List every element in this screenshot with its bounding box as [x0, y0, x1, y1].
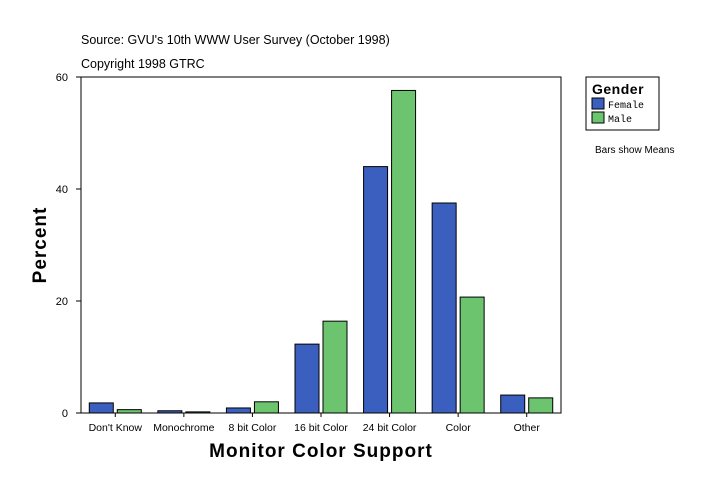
y-tick-label: 40 [56, 184, 68, 196]
bar-male-1 [185, 411, 211, 414]
y-axis-title: Percent [30, 207, 51, 284]
x-tick-label: 16 bit Color [294, 422, 348, 434]
y-tick-label: 0 [62, 408, 68, 420]
x-tick-label: Other [514, 422, 541, 434]
bar-female-1 [157, 410, 183, 414]
bar-male-4 [391, 89, 417, 414]
y-axis: 0 20 40 60 [56, 72, 81, 420]
y-tick-label: 20 [56, 296, 68, 308]
x-axis-title: Monitor Color Support [209, 441, 433, 462]
x-tick-label: Monochrome [153, 422, 214, 434]
legend-swatch-male [591, 111, 605, 124]
bar-female-3 [294, 343, 320, 414]
copyright-line: Copyright 1998 GTRC [81, 57, 205, 71]
bar-male-2 [253, 401, 279, 414]
x-tick-label: Color [446, 422, 472, 434]
note-text: Bars show Means [595, 145, 674, 156]
legend: Gender Female Male [585, 76, 660, 131]
legend-label-male: Male [608, 114, 632, 126]
bar-female-4 [363, 166, 389, 414]
source-line: Source: GVU's 10th WWW User Survey (Octo… [81, 33, 390, 47]
legend-title: Gender [592, 81, 644, 97]
bar-female-2 [225, 407, 251, 414]
bar-male-6 [528, 397, 554, 414]
bar-male-0 [116, 409, 142, 414]
legend-label-female: Female [608, 100, 644, 112]
plot-area [80, 76, 562, 414]
x-tick-label: Don't Know [89, 422, 143, 434]
x-axis: Don't Know Monochrome 8 bit Color 16 bit Co… [89, 413, 541, 434]
bar-male-5 [459, 296, 485, 414]
bar-male-3 [322, 320, 348, 414]
x-tick-label: 24 bit Color [363, 422, 417, 434]
x-tick-label: 8 bit Color [228, 422, 276, 434]
bar-female-5 [431, 202, 457, 414]
bars [88, 89, 554, 414]
bar-female-6 [500, 394, 526, 414]
bar-female-0 [88, 402, 114, 414]
y-tick-label: 60 [56, 72, 68, 84]
legend-swatch-female [591, 97, 605, 110]
